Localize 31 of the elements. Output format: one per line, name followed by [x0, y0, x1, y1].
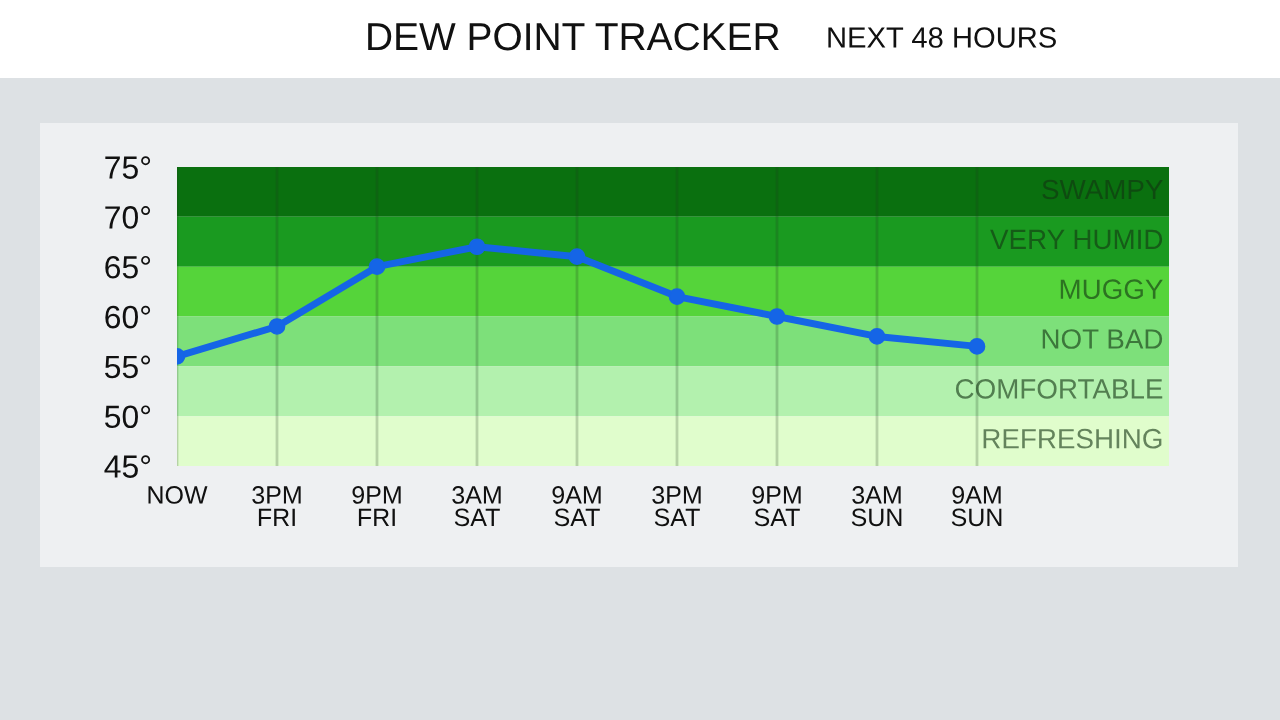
x-tick-label: 3AM SUN: [851, 486, 902, 527]
point: [568, 248, 586, 266]
band-label: REFRESHING: [983, 428, 1162, 449]
x-tick-label: 3AM SAT: [452, 486, 501, 527]
x-tick-label: 3PM SAT: [652, 486, 701, 527]
point: [268, 318, 286, 335]
point: [368, 258, 386, 276]
y-tick-label: 50°: [104, 405, 151, 429]
point: [768, 308, 786, 325]
band-label: VERY HUMID: [990, 229, 1163, 250]
point: [968, 338, 986, 355]
y-tick-label: 60°: [105, 305, 151, 329]
point: [868, 328, 886, 345]
point: [668, 288, 686, 305]
y-tick-label: 70°: [105, 206, 151, 229]
chart-title: DEW POINT TRACKER: [368, 22, 779, 51]
point: [468, 238, 486, 256]
x-tick-label: 3PM FRI: [252, 486, 301, 526]
band-label: COMFORTABLE: [955, 379, 1163, 399]
band-label: NOT BAD: [1042, 329, 1163, 349]
x-tick-label: 9AM SUN: [951, 486, 1002, 527]
y-tick-label: 45°: [104, 455, 151, 478]
x-tick-label: NOW: [148, 486, 208, 504]
x-tick-label: 9PM FRI: [352, 486, 401, 526]
y-tick-label: 75°: [105, 156, 151, 179]
chart-subtitle: NEXT 48 HOURS: [828, 27, 1056, 48]
band-label: MUGGY: [1060, 279, 1163, 300]
y-tick-label: 55°: [104, 355, 151, 379]
x-tick-label: 9AM SAT: [552, 486, 601, 527]
y-tick-label: 65°: [105, 255, 151, 279]
x-tick-label: 9PM SAT: [752, 486, 801, 527]
